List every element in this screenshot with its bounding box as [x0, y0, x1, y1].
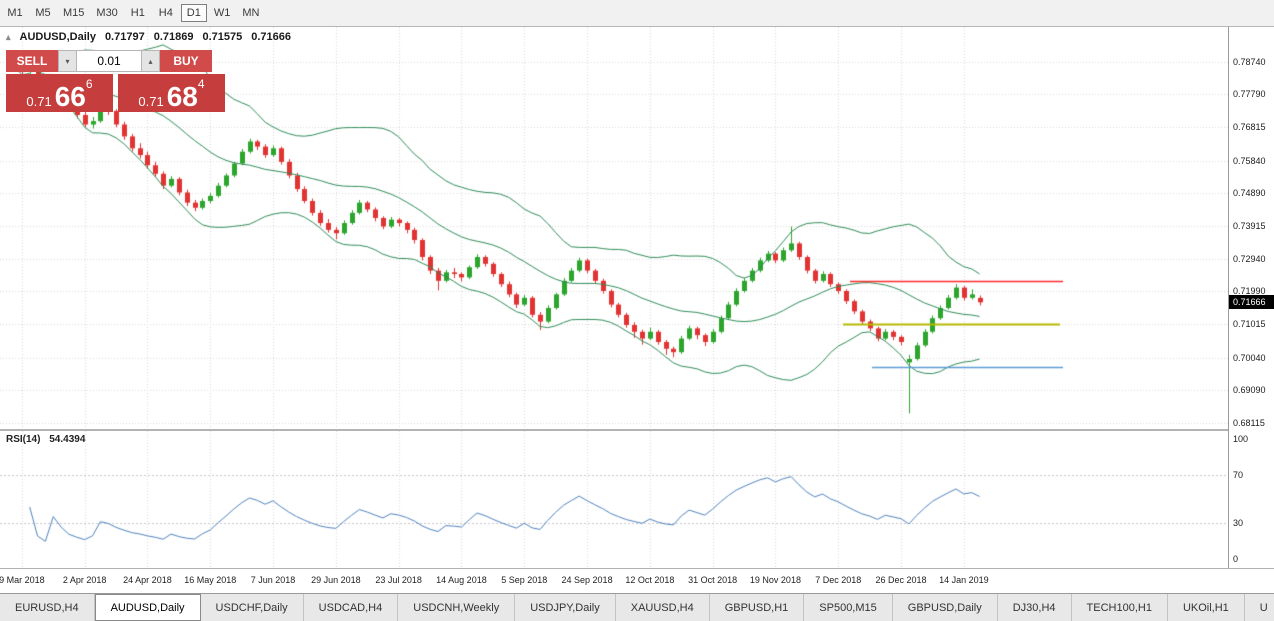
date-axis-label: 26 Dec 2018	[875, 575, 927, 585]
date-axis-label: 16 May 2018	[184, 575, 237, 585]
price-axis-label: 0.70040	[1233, 352, 1266, 363]
price-axis[interactable]: 0.78740 0.77790 0.76815 0.75840 0.74890 0.739…	[1228, 27, 1274, 568]
price-axis-label: 0.71990	[1233, 286, 1266, 297]
timeframe-button-w1[interactable]: W1	[213, 7, 231, 19]
volume-decrease-button[interactable]: ▾	[58, 50, 77, 72]
buy-button[interactable]: BUY	[160, 50, 212, 72]
chart-tab-usdchf-daily[interactable]: USDCHF,Daily	[201, 594, 304, 621]
subwindow-divider[interactable]	[0, 429, 1274, 431]
chart-tab-sp500-m15[interactable]: SP500,M15	[804, 594, 893, 621]
timeframe-button-mn[interactable]: MN	[242, 7, 260, 19]
current-price-tag: 0.71666	[1229, 295, 1274, 310]
buy-price-pipette: 4	[197, 77, 205, 91]
price-axis-label: 0.77790	[1233, 89, 1266, 100]
price-axis-label: 0.78740	[1233, 57, 1266, 67]
chart-tab-tech100-h1[interactable]: TECH100,H1	[1072, 594, 1168, 621]
chart-tab-eurusd-h4[interactable]: EURUSD,H4	[0, 594, 95, 621]
spin-up-icon: ▴	[148, 56, 153, 66]
timeframe-toolbar: M1 M5 M15 M30 H1 H4 D1 W1 MN	[0, 0, 1274, 27]
timeframe-button-m1[interactable]: M1	[7, 7, 23, 19]
price-axis-label: 0.69090	[1233, 384, 1266, 395]
sell-price-pipette: 6	[85, 77, 93, 91]
date-axis-label: 12 Oct 2018	[625, 575, 675, 585]
date-axis-label: 7 Jun 2018	[250, 575, 296, 585]
sell-button[interactable]: SELL	[6, 50, 58, 72]
date-axis-label: 5 Sep 2018	[501, 575, 548, 585]
chart-tab-ukoil-h1[interactable]: UKOil,H1	[1168, 594, 1245, 621]
chart-tab-xauusd-h4[interactable]: XAUUSD,H4	[616, 594, 710, 621]
timeframe-button-d1[interactable]: D1	[180, 4, 207, 22]
one-click-panel-toggle-icon[interactable]: ▴	[6, 31, 11, 42]
buy-price-big: 68	[166, 81, 198, 113]
chart-tab-usdjpy-daily[interactable]: USDJPY,Daily	[515, 594, 616, 621]
price-axis-label: 0.72940	[1233, 254, 1266, 265]
ohlc-low: 0.71575	[202, 31, 243, 43]
ohlc-high: 0.71869	[153, 31, 194, 43]
buy-price-display[interactable]: 0.71 68 4	[118, 74, 225, 112]
rsi-chart-canvas[interactable]	[0, 431, 1228, 567]
date-axis-label: 23 Jul 2018	[375, 575, 422, 585]
ohlc-open: 0.71797	[104, 31, 145, 43]
volume-input[interactable]	[77, 50, 141, 72]
chart-tab-usdcad-h4[interactable]: USDCAD,H4	[304, 594, 399, 621]
one-click-trade-panel: SELL ▾ ▴ BUY 0.71 66 6 0.71 68	[6, 50, 225, 112]
price-axis-label: 0.68115	[1233, 418, 1265, 428]
chart-window: ▴ AUDUSD,Daily 0.71797 0.71869 0.71575 0…	[0, 27, 1274, 593]
chart-tab-u[interactable]: U	[1245, 594, 1274, 621]
price-axis-label: 0.75840	[1233, 155, 1266, 166]
chart-tab-gbpusd-h1[interactable]: GBPUSD,H1	[710, 594, 805, 621]
date-axis-label: 29 Jun 2018	[311, 575, 361, 585]
date-axis[interactable]: 9 Mar 2018 2 Apr 2018 24 Apr 2018 16 May 20…	[0, 568, 1274, 593]
date-axis-label: 9 Mar 2018	[0, 575, 45, 585]
date-axis-label: 31 Oct 2018	[688, 575, 738, 585]
ohlc-close: 0.71666	[251, 31, 291, 43]
date-axis-label: 2 Apr 2018	[62, 575, 107, 585]
chart-tab-gbpusd-daily[interactable]: GBPUSD,Daily	[893, 594, 998, 621]
rsi-axis-label: 70	[1233, 470, 1244, 480]
chart-tab-dj30-h4[interactable]: DJ30,H4	[998, 594, 1072, 621]
rsi-value: 54.4394	[49, 434, 86, 445]
spin-down-icon: ▾	[65, 56, 70, 66]
sell-price-prefix: 0.71	[26, 93, 52, 109]
chart-header: ▴ AUDUSD,Daily 0.71797 0.71869 0.71575 0…	[6, 31, 291, 43]
price-axis-label: 0.71015	[1233, 319, 1266, 330]
sell-price-big: 66	[54, 81, 86, 113]
chart-tab-audusd-daily[interactable]: AUDUSD,Daily	[94, 594, 201, 621]
date-axis-label: 24 Sep 2018	[561, 575, 613, 585]
chart-tabs-bar: EURUSD,H4 AUDUSD,Daily USDCHF,Daily USDCAD,…	[0, 593, 1274, 621]
timeframe-button-h4[interactable]: H4	[158, 7, 173, 19]
date-axis-label: 24 Apr 2018	[123, 575, 172, 585]
price-axis-label: 0.74890	[1233, 187, 1266, 198]
timeframe-button-m15[interactable]: M15	[63, 7, 85, 19]
rsi-axis-label: 30	[1233, 518, 1244, 528]
volume-increase-button[interactable]: ▴	[141, 50, 160, 72]
date-axis-label: 19 Nov 2018	[749, 575, 801, 585]
sell-price-display[interactable]: 0.71 66 6	[6, 74, 113, 112]
rsi-header: RSI(14) 54.4394	[6, 434, 91, 445]
rsi-axis-label: 0	[1233, 554, 1239, 564]
rsi-axis-label: 100	[1233, 434, 1249, 444]
timeframe-button-h1[interactable]: H1	[130, 7, 145, 19]
date-axis-label: 14 Aug 2018	[436, 575, 487, 585]
rsi-name: RSI(14)	[6, 434, 41, 445]
chart-tab-usdcnh-weekly[interactable]: USDCNH,Weekly	[398, 594, 516, 621]
buy-price-prefix: 0.71	[138, 93, 164, 109]
date-axis-label: 14 Jan 2019	[939, 575, 989, 585]
price-axis-label: 0.76815	[1233, 122, 1266, 133]
timeframe-button-m30[interactable]: M30	[96, 7, 118, 19]
date-axis-label: 7 Dec 2018	[815, 575, 862, 585]
timeframe-button-m5[interactable]: M5	[35, 7, 51, 19]
chart-symbol-label: AUDUSD,Daily	[19, 31, 96, 43]
price-axis-label: 0.73915	[1233, 220, 1266, 231]
